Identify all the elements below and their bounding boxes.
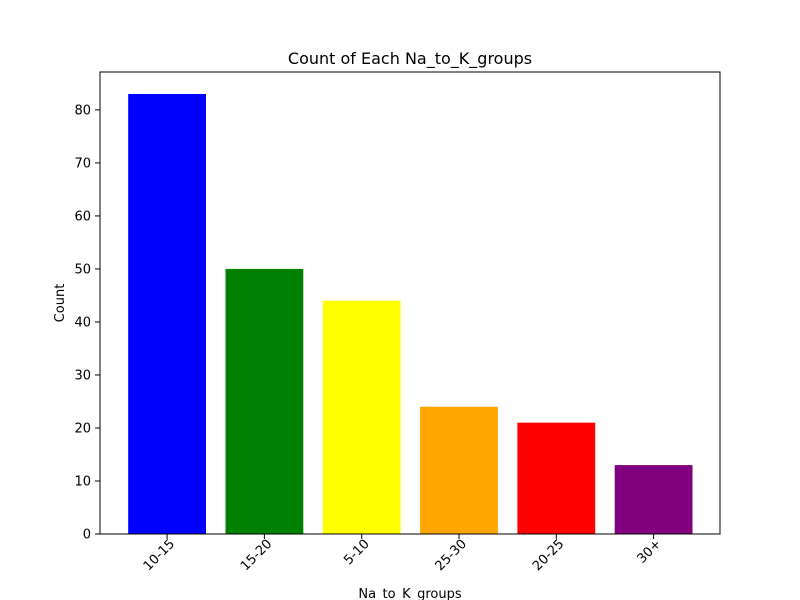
bar-30+ bbox=[614, 465, 693, 534]
y-tick-label: 80 bbox=[74, 103, 91, 118]
bar-20-25 bbox=[517, 422, 596, 534]
y-axis-label: Count bbox=[53, 284, 68, 323]
x-tick-label: 5-10 bbox=[341, 537, 372, 568]
x-tick-label: 10-15 bbox=[141, 537, 178, 574]
y-tick-label: 30 bbox=[74, 368, 91, 383]
bars-layer bbox=[128, 94, 693, 534]
y-tick-label: 70 bbox=[74, 156, 91, 171]
chart-title: Count of Each Na_to_K_groups bbox=[288, 49, 532, 69]
y-tick-label: 20 bbox=[74, 421, 91, 436]
x-axis: 10-15 15-20 5-10 25-30 20-25 30+ bbox=[141, 534, 665, 574]
y-tick-label: 60 bbox=[74, 209, 91, 224]
x-axis-label: Na_to_K_groups bbox=[358, 587, 462, 600]
bar-5-10 bbox=[322, 300, 401, 534]
bar-25-30 bbox=[420, 406, 498, 534]
x-tick-label: 15-20 bbox=[238, 537, 275, 574]
bar-15-20 bbox=[225, 268, 304, 534]
x-tick-label: 20-25 bbox=[530, 537, 567, 574]
bar-10-15 bbox=[128, 94, 206, 534]
x-tick-label: 25-30 bbox=[433, 537, 470, 574]
x-tick-label: 30+ bbox=[635, 537, 665, 567]
plot-frame bbox=[99, 71, 721, 535]
y-tick-label: 50 bbox=[74, 262, 91, 277]
y-tick-label: 10 bbox=[74, 474, 91, 489]
y-tick-label: 40 bbox=[74, 315, 91, 330]
y-tick-label: 0 bbox=[83, 528, 91, 543]
y-axis: 0 10 20 30 40 50 60 70 80 bbox=[74, 103, 100, 543]
